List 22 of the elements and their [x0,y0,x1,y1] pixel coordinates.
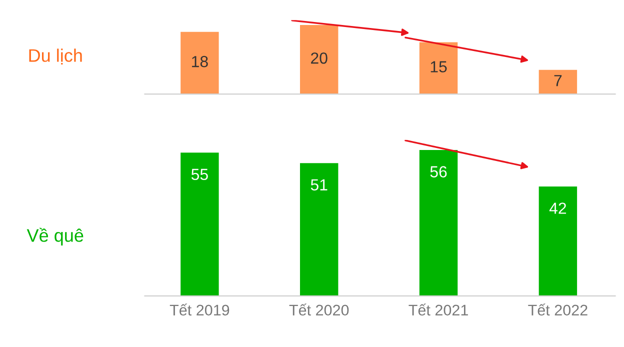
bar [419,150,458,296]
bar [538,186,578,296]
data-label: 42 [549,202,566,214]
x-tick-label: Tết 2019 [170,304,230,316]
bar [180,32,219,94]
bar [538,70,578,94]
data-label: 7 [554,75,562,86]
bar [300,24,338,94]
data-label: 56 [430,166,447,178]
x-tick-label: Tết 2021 [408,304,468,316]
y-axis-title: Về quê [26,228,84,246]
bar [419,42,458,94]
data-label: 55 [191,168,208,180]
data-label: 20 [311,52,328,64]
y-axis-title: Du lịch [29,48,82,64]
x-tick-label: Tết 2022 [528,304,588,316]
bar [300,163,338,296]
bar [180,152,219,296]
data-label: 15 [430,61,447,72]
data-label: 18 [192,56,208,68]
x-tick-label: Tết 2020 [289,304,349,316]
data-label: 51 [310,179,328,190]
